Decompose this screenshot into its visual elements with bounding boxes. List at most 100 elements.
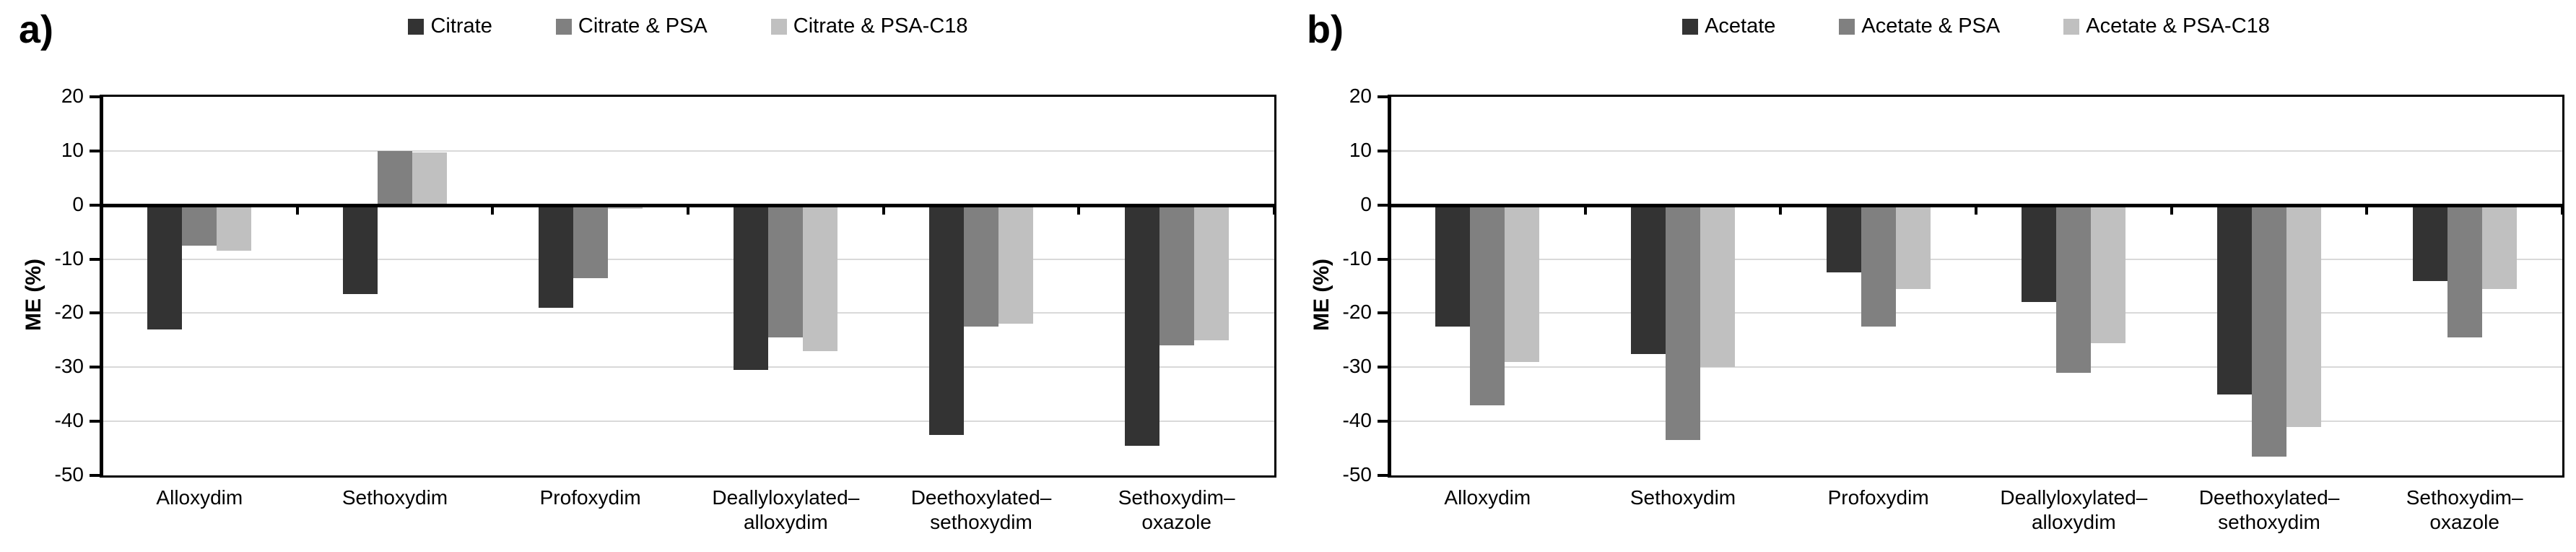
y-axis-line — [100, 95, 103, 478]
bar — [1826, 204, 1861, 273]
y-tick-label: 20 — [1349, 85, 1372, 107]
legend-swatch-icon — [1682, 18, 1699, 35]
bar — [2022, 204, 2057, 303]
gridline — [102, 366, 1274, 368]
legend-swatch-icon — [1839, 18, 1855, 35]
bar — [1193, 204, 1229, 340]
legend-item: Acetate — [1682, 14, 1775, 38]
bar — [1435, 204, 1471, 327]
category-label: Deethoxylated– sethoxydim — [910, 486, 1052, 533]
y-tick-label: -40 — [1342, 409, 1372, 432]
legend: Acetate Acetate & PSA Acetate & PSA-C18 — [1390, 14, 2562, 38]
legend-item: Acetate & PSA-C18 — [2063, 14, 2270, 38]
bar — [964, 204, 998, 327]
bar — [768, 204, 804, 338]
gridline — [102, 258, 1274, 260]
category-label: Sethoxydim– oxazole — [1118, 486, 1235, 533]
y-tick-label: 0 — [72, 192, 84, 215]
category-tick — [687, 204, 689, 215]
y-tick — [1378, 203, 1388, 207]
legend-item: Citrate & PSA — [555, 14, 708, 38]
legend-swatch-icon — [770, 18, 787, 35]
y-tick — [90, 366, 100, 369]
category-tick — [882, 204, 885, 215]
gridline — [1390, 421, 2562, 423]
gridline — [102, 312, 1274, 314]
bar — [734, 204, 769, 371]
category-label: Sethoxydim — [1629, 486, 1736, 509]
category-tick — [491, 204, 495, 215]
y-tick-label: -40 — [54, 409, 84, 432]
gridline — [1390, 258, 2562, 260]
category-tick — [1583, 204, 1587, 215]
legend-swatch-icon — [408, 18, 425, 35]
bar — [182, 204, 217, 246]
bar — [1470, 204, 1505, 405]
legend-label: Citrate — [430, 14, 492, 38]
category-label: Deallyloxylated– alloxydim — [712, 486, 860, 533]
y-tick — [1378, 257, 1388, 261]
bar — [1895, 204, 1931, 289]
category-label: Deethoxylated– sethoxydim — [2198, 486, 2340, 533]
category-label: Deallyloxylated– alloxydim — [2000, 486, 2148, 533]
gridline — [102, 421, 1274, 423]
y-tick — [90, 257, 100, 261]
bar — [1631, 204, 1666, 354]
bar — [2447, 204, 2482, 338]
legend-swatch-icon — [2063, 18, 2080, 35]
y-tick — [90, 420, 100, 423]
bar — [217, 204, 252, 251]
bar — [2412, 204, 2447, 281]
category-tick — [2365, 204, 2369, 215]
y-tick-label: -50 — [1342, 463, 1372, 486]
y-tick — [90, 474, 100, 477]
y-tick-label: -50 — [54, 463, 84, 486]
legend-label: Acetate & PSA — [1861, 14, 2001, 38]
bar — [2056, 204, 2092, 373]
y-tick — [1378, 311, 1388, 315]
category-label: Alloxydim — [156, 486, 243, 509]
panel-label: a) — [19, 8, 54, 51]
category-label: Sethoxydim — [341, 486, 448, 509]
y-tick — [90, 95, 100, 98]
y-tick-label: -30 — [54, 355, 84, 378]
gridline — [1390, 366, 2562, 368]
y-tick — [1378, 366, 1388, 369]
bar — [1124, 204, 1159, 446]
legend-item: Citrate — [408, 14, 492, 38]
legend-label: Citrate & PSA-C18 — [793, 14, 968, 38]
y-tick — [90, 203, 100, 207]
bar — [412, 152, 447, 205]
y-tick-label: -20 — [54, 301, 84, 324]
category-tick — [1975, 204, 1977, 215]
panel-b: b) Acetate Acetate & PSA Acetate & PSA-C18 M… — [1288, 0, 2576, 552]
legend-label: Acetate & PSA-C18 — [2086, 14, 2270, 38]
bar — [803, 204, 838, 351]
bar — [929, 204, 964, 435]
bar — [1861, 204, 1896, 327]
y-axis-line — [1388, 95, 1391, 478]
bar — [2217, 204, 2252, 394]
y-tick — [1378, 420, 1388, 423]
y-tick — [1378, 95, 1388, 98]
category-label: Profoxydim — [539, 486, 641, 509]
panel-a: a) Citrate Citrate & PSA Citrate & PSA-C18 M… — [19, 8, 1276, 533]
legend-item: Citrate & PSA-C18 — [770, 14, 968, 38]
y-tick-label: 0 — [1360, 192, 1372, 215]
bar — [343, 204, 378, 295]
bar — [573, 204, 608, 278]
gridline — [102, 150, 1274, 152]
y-tick-label: 20 — [61, 85, 84, 107]
bar — [1159, 204, 1194, 346]
bar — [2091, 204, 2126, 343]
plot-border — [100, 95, 1276, 478]
bar — [378, 150, 412, 205]
y-tick-label: 10 — [61, 138, 84, 161]
category-tick — [1779, 204, 1783, 215]
category-tick — [295, 204, 299, 215]
category-tick — [2170, 204, 2173, 215]
bar — [147, 204, 183, 329]
panel-label: b) — [1307, 8, 1344, 51]
category-label: Profoxydim — [1827, 486, 1929, 509]
gridline — [1390, 150, 2562, 152]
